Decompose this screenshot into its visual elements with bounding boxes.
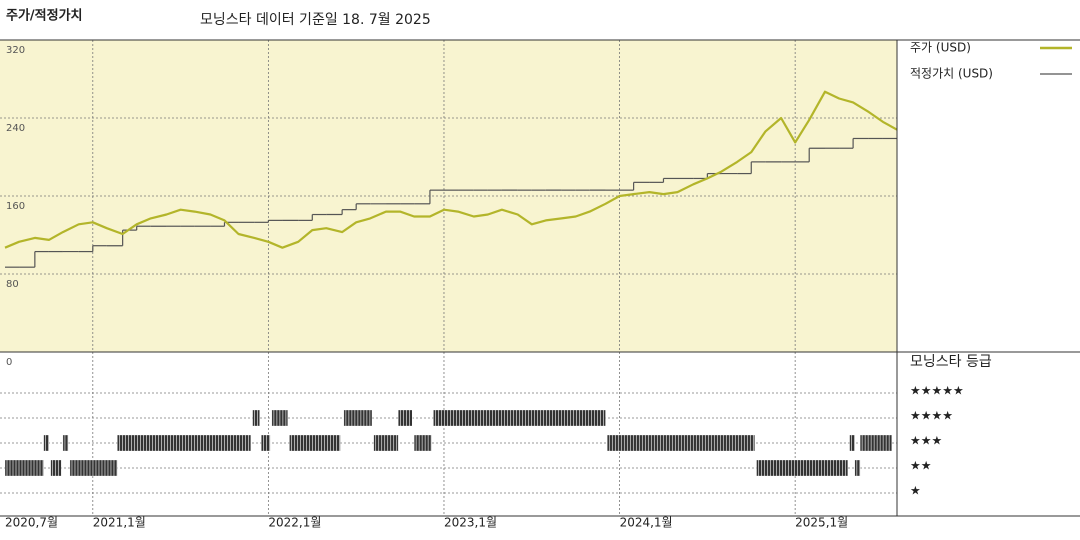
rating-bar: [854, 459, 861, 477]
y-tick-label: 240: [6, 123, 25, 134]
y-tick-label: 160: [6, 201, 25, 212]
rating-bar: [62, 434, 69, 452]
x-tick-label: 2024,1월: [620, 516, 673, 530]
x-tick-label: 2023,1월: [444, 516, 497, 530]
rating-label: ★★★: [910, 434, 942, 448]
rating-label: ★★★★★: [910, 384, 964, 398]
y-tick-label: 0: [6, 357, 12, 368]
y-tick-label: 80: [6, 279, 19, 290]
legend-label: 주가 (USD): [910, 41, 971, 55]
rating-bar: [849, 434, 856, 452]
rating-title: 모닝스타 등급: [910, 354, 992, 370]
chart-subtitle: 모닝스타 데이터 기준일 18. 7월 2025: [200, 12, 431, 28]
legend-label: 적정가치 (USD): [910, 67, 993, 81]
rating-label: ★: [910, 484, 921, 498]
chart-title: 주가/적정가치: [6, 8, 83, 24]
y-tick-label: 320: [6, 45, 25, 56]
rating-bar: [43, 434, 50, 452]
x-tick-label: 2021,1월: [93, 516, 146, 530]
marks: [4, 90, 898, 477]
rating-bar: [69, 459, 118, 477]
rating-bar: [413, 434, 432, 452]
rating-bar: [289, 434, 341, 452]
rating-bar: [261, 434, 271, 452]
rating-bar: [4, 459, 44, 477]
x-tick-label: 2022,1월: [268, 516, 321, 530]
rating-bar: [756, 459, 848, 477]
rating-bar: [117, 434, 251, 452]
rating-label: ★★★★: [910, 409, 953, 423]
rating-bar: [252, 409, 260, 427]
x-tick-label: 2020,7월: [5, 516, 58, 530]
rating-bar: [373, 434, 399, 452]
x-tick-label: 2025,1월: [795, 516, 848, 530]
rating-label: ★★: [910, 459, 932, 473]
price-line: [4, 90, 898, 249]
